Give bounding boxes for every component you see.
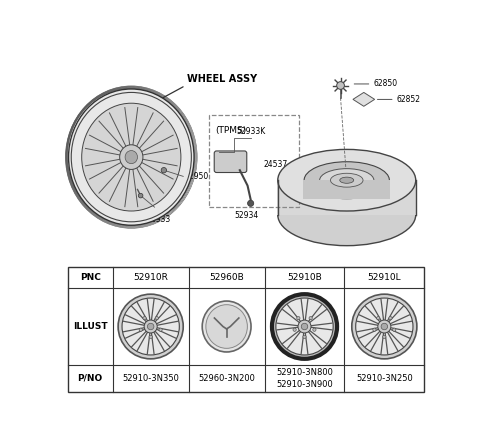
Circle shape — [161, 167, 167, 173]
Circle shape — [297, 316, 300, 320]
Text: 52910-3N250: 52910-3N250 — [356, 374, 413, 383]
Text: 52910L: 52910L — [368, 273, 401, 282]
Circle shape — [138, 193, 143, 198]
Text: 52910B: 52910B — [287, 273, 322, 282]
Bar — [209, 115, 299, 207]
Circle shape — [383, 335, 386, 338]
Ellipse shape — [330, 173, 363, 187]
Circle shape — [313, 328, 316, 331]
Ellipse shape — [320, 169, 374, 192]
Circle shape — [147, 323, 154, 330]
Text: 52950: 52950 — [185, 172, 209, 181]
Text: PNC: PNC — [80, 273, 101, 282]
Circle shape — [389, 316, 392, 320]
Circle shape — [381, 323, 387, 330]
Ellipse shape — [120, 145, 143, 169]
Circle shape — [303, 335, 306, 338]
Circle shape — [155, 316, 158, 320]
Circle shape — [276, 298, 333, 355]
Circle shape — [309, 316, 312, 320]
Text: (TPMS): (TPMS) — [215, 125, 246, 135]
Ellipse shape — [125, 151, 137, 163]
Text: 52960-3N200: 52960-3N200 — [198, 374, 255, 383]
Text: 52910-3N350: 52910-3N350 — [122, 374, 179, 383]
Circle shape — [144, 320, 157, 333]
Circle shape — [272, 294, 337, 359]
Text: 52933: 52933 — [147, 215, 171, 224]
Ellipse shape — [278, 184, 416, 246]
Bar — [68, 267, 424, 392]
Circle shape — [393, 328, 396, 331]
Text: P/NO: P/NO — [78, 374, 103, 383]
Ellipse shape — [82, 103, 181, 211]
Circle shape — [159, 328, 162, 331]
Ellipse shape — [69, 89, 194, 225]
Text: ILLUST: ILLUST — [73, 322, 108, 331]
Circle shape — [298, 320, 311, 333]
Circle shape — [293, 328, 296, 331]
Circle shape — [378, 320, 391, 333]
Bar — [303, 180, 390, 199]
Text: 24537: 24537 — [263, 160, 288, 169]
Text: WHEEL ASSY: WHEEL ASSY — [187, 74, 257, 84]
Ellipse shape — [202, 301, 251, 352]
Circle shape — [149, 335, 152, 338]
Text: 62850: 62850 — [373, 79, 397, 89]
Text: 62852: 62852 — [396, 95, 420, 104]
Ellipse shape — [304, 162, 389, 199]
Circle shape — [377, 316, 380, 320]
Text: 52960B: 52960B — [209, 273, 244, 282]
Text: 52934: 52934 — [234, 211, 259, 220]
Text: 52933K: 52933K — [236, 127, 265, 136]
Circle shape — [118, 294, 183, 359]
Polygon shape — [353, 93, 375, 106]
Ellipse shape — [206, 305, 247, 348]
Circle shape — [122, 298, 180, 355]
Text: 52910-3N800
52910-3N900: 52910-3N800 52910-3N900 — [276, 368, 333, 389]
Circle shape — [143, 316, 146, 320]
Circle shape — [352, 294, 417, 359]
Circle shape — [373, 328, 376, 331]
Circle shape — [301, 323, 308, 330]
Bar — [277, 180, 417, 215]
Circle shape — [356, 298, 413, 355]
Ellipse shape — [340, 177, 354, 183]
Circle shape — [139, 328, 143, 331]
FancyBboxPatch shape — [214, 151, 247, 172]
Circle shape — [336, 82, 345, 89]
Ellipse shape — [278, 149, 416, 211]
Circle shape — [248, 200, 254, 206]
Text: 52910R: 52910R — [133, 273, 168, 282]
